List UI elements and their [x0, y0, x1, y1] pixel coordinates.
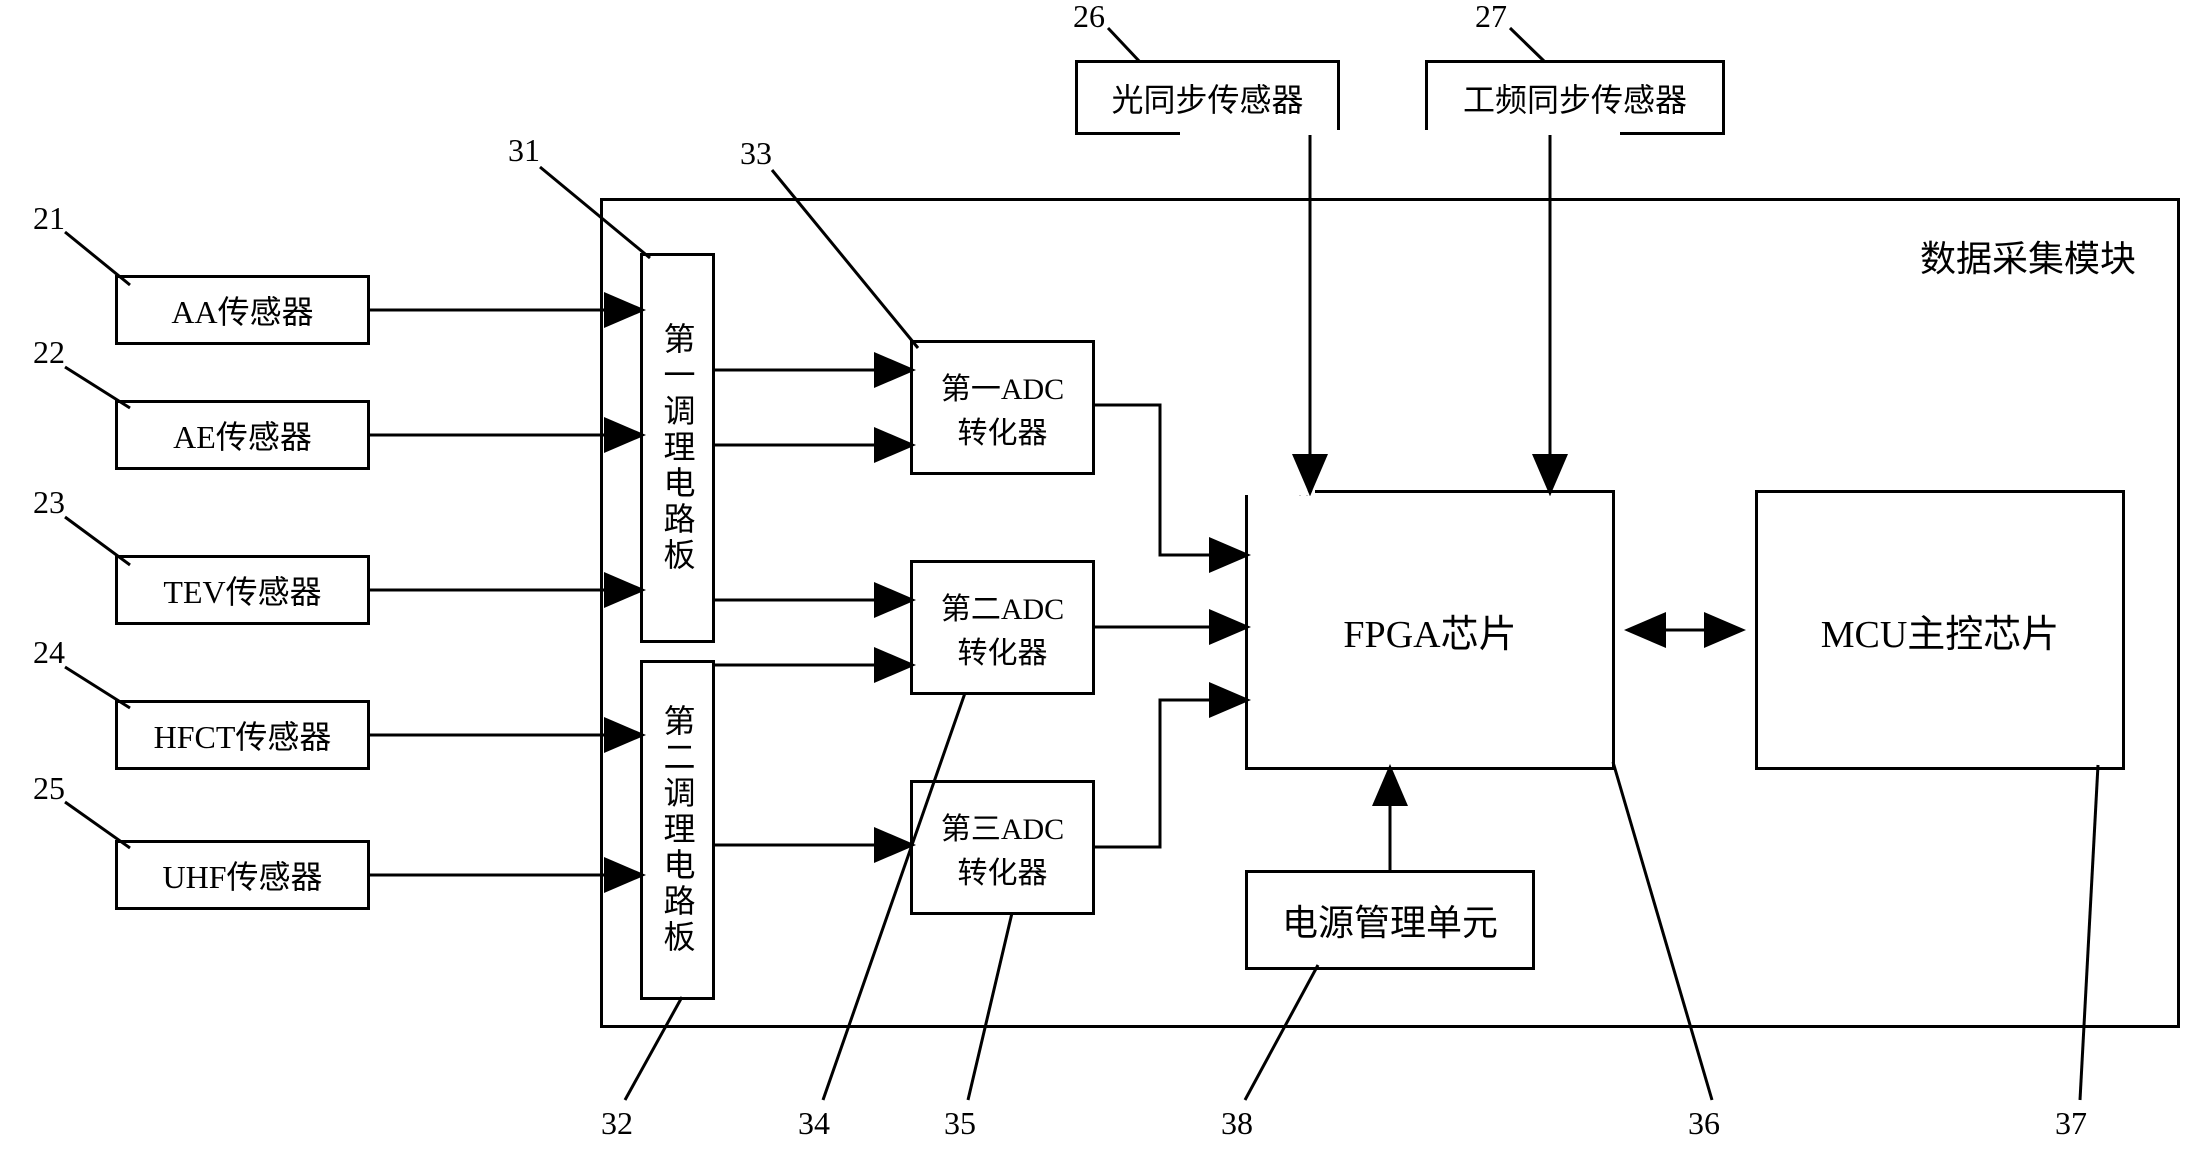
text-hfct: HFCT传感器 [154, 712, 332, 758]
text-cond1: 第一调理电路板 [655, 322, 701, 574]
text-mcu: MCU主控芯片 [1821, 603, 2060, 658]
num-37: 37 [2055, 1105, 2087, 1142]
box-hfct-sensor: HFCT传感器 [115, 700, 370, 770]
box-ae-sensor: AE传感器 [115, 400, 370, 470]
box-adc-3: 第三ADC 转化器 [910, 780, 1095, 915]
text-pwr: 电源管理单元 [1282, 894, 1498, 946]
text-adc1: 第一ADC 转化器 [941, 364, 1064, 452]
box-mcu: MCU主控芯片 [1755, 490, 2125, 770]
box-aa-sensor: AA传感器 [115, 275, 370, 345]
text-cond2: 第二调理电路板 [655, 704, 701, 956]
num-36: 36 [1688, 1105, 1720, 1142]
num-25: 25 [33, 770, 65, 807]
text-ae: AE传感器 [173, 412, 312, 458]
box-uhf-sensor: UHF传感器 [115, 840, 370, 910]
box-cond-board-2: 第二调理电路板 [640, 660, 715, 1000]
box-tev-sensor: TEV传感器 [115, 555, 370, 625]
box-cond-board-1: 第一调理电路板 [640, 253, 715, 643]
box-fpga: FPGA芯片 [1245, 490, 1615, 770]
box-adc-2: 第二ADC 转化器 [910, 560, 1095, 695]
num-33: 33 [740, 135, 772, 172]
box-power-mgmt: 电源管理单元 [1245, 870, 1535, 970]
num-38: 38 [1221, 1105, 1253, 1142]
text-tev: TEV传感器 [163, 567, 321, 613]
text-adc2: 第二ADC 转化器 [941, 584, 1064, 672]
text-opt: 光同步传感器 [1111, 75, 1303, 121]
text-pf: 工频同步传感器 [1463, 75, 1687, 121]
box-power-freq-sync: 工频同步传感器 [1425, 60, 1725, 135]
text-adc3: 第三ADC 转化器 [941, 804, 1064, 892]
box-optical-sync: 光同步传感器 [1075, 60, 1340, 135]
num-27: 27 [1475, 0, 1507, 35]
text-fpga: FPGA芯片 [1343, 603, 1516, 658]
num-31: 31 [508, 132, 540, 169]
diagram-canvas: 数据采集模块 AA传感器 AE传感器 TEV传感器 HFCT传感器 UHF传感器… [0, 0, 2211, 1175]
container-label: 数据采集模块 [1920, 230, 2136, 282]
num-23: 23 [33, 484, 65, 521]
num-21: 21 [33, 200, 65, 237]
num-32: 32 [601, 1105, 633, 1142]
num-24: 24 [33, 634, 65, 671]
num-35: 35 [944, 1105, 976, 1142]
num-26: 26 [1073, 0, 1105, 35]
text-aa: AA传感器 [171, 287, 313, 333]
box-adc-1: 第一ADC 转化器 [910, 340, 1095, 475]
text-uhf: UHF传感器 [162, 852, 322, 898]
num-34: 34 [798, 1105, 830, 1142]
num-22: 22 [33, 334, 65, 371]
